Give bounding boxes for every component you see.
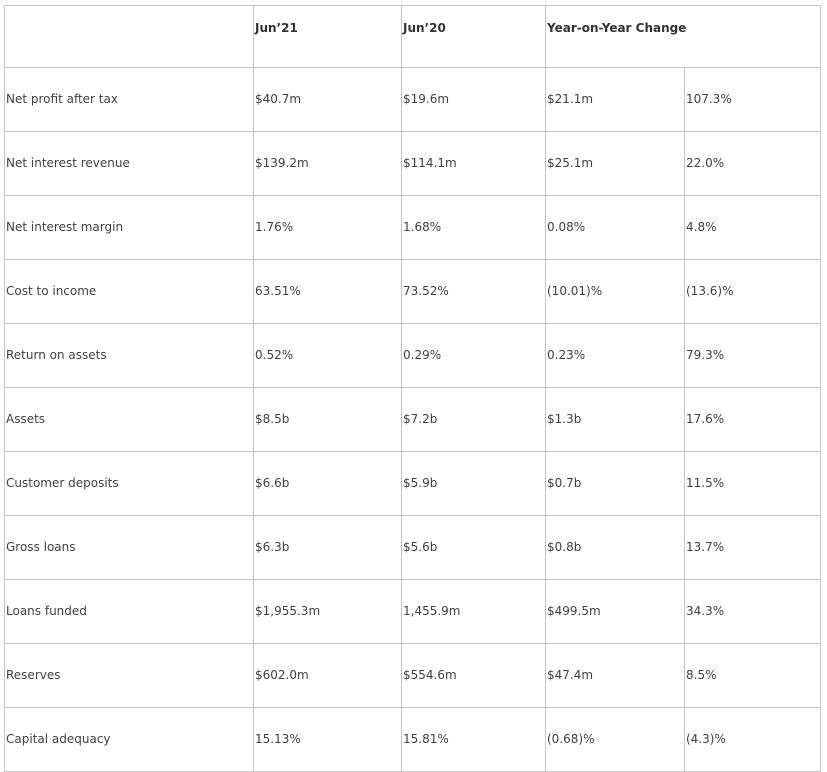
cell-jun21: $8.5b bbox=[253, 387, 402, 452]
cell-change: (0.68)% bbox=[545, 707, 685, 772]
cell-jun20: $114.1m bbox=[401, 131, 546, 196]
cell-jun21: 63.51% bbox=[253, 259, 402, 324]
table-row: Loans funded $1,955.3m 1,455.9m $499.5m … bbox=[4, 579, 821, 644]
row-label: Net interest margin bbox=[4, 195, 254, 260]
table-row: Net interest revenue $139.2m $114.1m $25… bbox=[4, 131, 821, 196]
row-label: Assets bbox=[4, 387, 254, 452]
financial-results-table: Jun’21 Jun’20 Year-on-Year Change Net pr… bbox=[4, 5, 821, 772]
table-row: Gross loans $6.3b $5.6b $0.8b 13.7% bbox=[4, 515, 821, 580]
table-header-row: Jun’21 Jun’20 Year-on-Year Change bbox=[4, 5, 821, 68]
cell-change-percent: 22.0% bbox=[684, 131, 821, 196]
cell-jun21: $1,955.3m bbox=[253, 579, 402, 644]
cell-change-percent: 17.6% bbox=[684, 387, 821, 452]
cell-change-percent: 107.3% bbox=[684, 67, 821, 132]
cell-jun20: 15.81% bbox=[401, 707, 546, 772]
row-label: Loans funded bbox=[4, 579, 254, 644]
cell-change: $25.1m bbox=[545, 131, 685, 196]
table-row: Capital adequacy 15.13% 15.81% (0.68)% (… bbox=[4, 707, 821, 772]
cell-change-percent: (13.6)% bbox=[684, 259, 821, 324]
cell-change-percent: 8.5% bbox=[684, 643, 821, 708]
cell-jun21: 0.52% bbox=[253, 323, 402, 388]
cell-change-percent: 34.3% bbox=[684, 579, 821, 644]
cell-change-percent: 4.8% bbox=[684, 195, 821, 260]
cell-change-percent: (4.3)% bbox=[684, 707, 821, 772]
cell-jun21: $6.3b bbox=[253, 515, 402, 580]
cell-jun20: 1.68% bbox=[401, 195, 546, 260]
row-label: Net interest revenue bbox=[4, 131, 254, 196]
row-label: Net profit after tax bbox=[4, 67, 254, 132]
cell-jun20: 1,455.9m bbox=[401, 579, 546, 644]
cell-change: $21.1m bbox=[545, 67, 685, 132]
header-jun21: Jun’21 bbox=[253, 5, 402, 68]
header-year-on-year-change: Year-on-Year Change bbox=[545, 5, 821, 68]
cell-change: 0.08% bbox=[545, 195, 685, 260]
cell-change-percent: 13.7% bbox=[684, 515, 821, 580]
row-label: Cost to income bbox=[4, 259, 254, 324]
cell-change: $0.8b bbox=[545, 515, 685, 580]
cell-jun21: $602.0m bbox=[253, 643, 402, 708]
cell-jun21: $40.7m bbox=[253, 67, 402, 132]
table-row: Assets $8.5b $7.2b $1.3b 17.6% bbox=[4, 387, 821, 452]
cell-change: (10.01)% bbox=[545, 259, 685, 324]
cell-change-percent: 11.5% bbox=[684, 451, 821, 516]
cell-change: $47.4m bbox=[545, 643, 685, 708]
cell-change: $0.7b bbox=[545, 451, 685, 516]
table-row: Return on assets 0.52% 0.29% 0.23% 79.3% bbox=[4, 323, 821, 388]
table-row: Net profit after tax $40.7m $19.6m $21.1… bbox=[4, 67, 821, 132]
table-row: Reserves $602.0m $554.6m $47.4m 8.5% bbox=[4, 643, 821, 708]
cell-change: $1.3b bbox=[545, 387, 685, 452]
row-label: Gross loans bbox=[4, 515, 254, 580]
table-row: Customer deposits $6.6b $5.9b $0.7b 11.5… bbox=[4, 451, 821, 516]
table-row: Cost to income 63.51% 73.52% (10.01)% (1… bbox=[4, 259, 821, 324]
cell-jun21: $139.2m bbox=[253, 131, 402, 196]
cell-jun20: $5.6b bbox=[401, 515, 546, 580]
cell-change: $499.5m bbox=[545, 579, 685, 644]
cell-change-percent: 79.3% bbox=[684, 323, 821, 388]
row-label: Reserves bbox=[4, 643, 254, 708]
row-label: Capital adequacy bbox=[4, 707, 254, 772]
cell-jun20: $5.9b bbox=[401, 451, 546, 516]
header-jun20: Jun’20 bbox=[401, 5, 546, 68]
cell-jun21: 15.13% bbox=[253, 707, 402, 772]
cell-jun20: 73.52% bbox=[401, 259, 546, 324]
cell-jun20: 0.29% bbox=[401, 323, 546, 388]
cell-jun20: $19.6m bbox=[401, 67, 546, 132]
cell-jun20: $7.2b bbox=[401, 387, 546, 452]
cell-jun21: $6.6b bbox=[253, 451, 402, 516]
row-label: Return on assets bbox=[4, 323, 254, 388]
row-label: Customer deposits bbox=[4, 451, 254, 516]
cell-jun21: 1.76% bbox=[253, 195, 402, 260]
header-empty-cell bbox=[4, 5, 254, 68]
cell-jun20: $554.6m bbox=[401, 643, 546, 708]
cell-change: 0.23% bbox=[545, 323, 685, 388]
table-row: Net interest margin 1.76% 1.68% 0.08% 4.… bbox=[4, 195, 821, 260]
